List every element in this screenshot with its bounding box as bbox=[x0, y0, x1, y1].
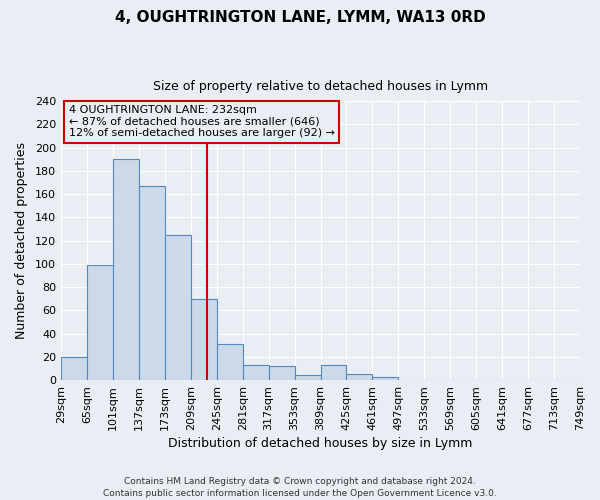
Bar bbox=[346, 374, 373, 380]
Bar bbox=[61, 357, 87, 380]
Y-axis label: Number of detached properties: Number of detached properties bbox=[15, 142, 28, 339]
Bar bbox=[320, 365, 346, 380]
X-axis label: Distribution of detached houses by size in Lymm: Distribution of detached houses by size … bbox=[169, 437, 473, 450]
Bar bbox=[269, 366, 295, 380]
Bar bbox=[113, 159, 139, 380]
Bar bbox=[139, 186, 165, 380]
Text: Contains HM Land Registry data © Crown copyright and database right 2024.
Contai: Contains HM Land Registry data © Crown c… bbox=[103, 476, 497, 498]
Bar bbox=[373, 376, 398, 380]
Bar bbox=[242, 365, 269, 380]
Bar bbox=[191, 298, 217, 380]
Text: 4 OUGHTRINGTON LANE: 232sqm
← 87% of detached houses are smaller (646)
12% of se: 4 OUGHTRINGTON LANE: 232sqm ← 87% of det… bbox=[69, 106, 335, 138]
Title: Size of property relative to detached houses in Lymm: Size of property relative to detached ho… bbox=[153, 80, 488, 93]
Bar bbox=[295, 376, 320, 380]
Bar bbox=[217, 344, 242, 380]
Text: 4, OUGHTRINGTON LANE, LYMM, WA13 0RD: 4, OUGHTRINGTON LANE, LYMM, WA13 0RD bbox=[115, 10, 485, 25]
Bar bbox=[87, 265, 113, 380]
Bar bbox=[165, 235, 191, 380]
